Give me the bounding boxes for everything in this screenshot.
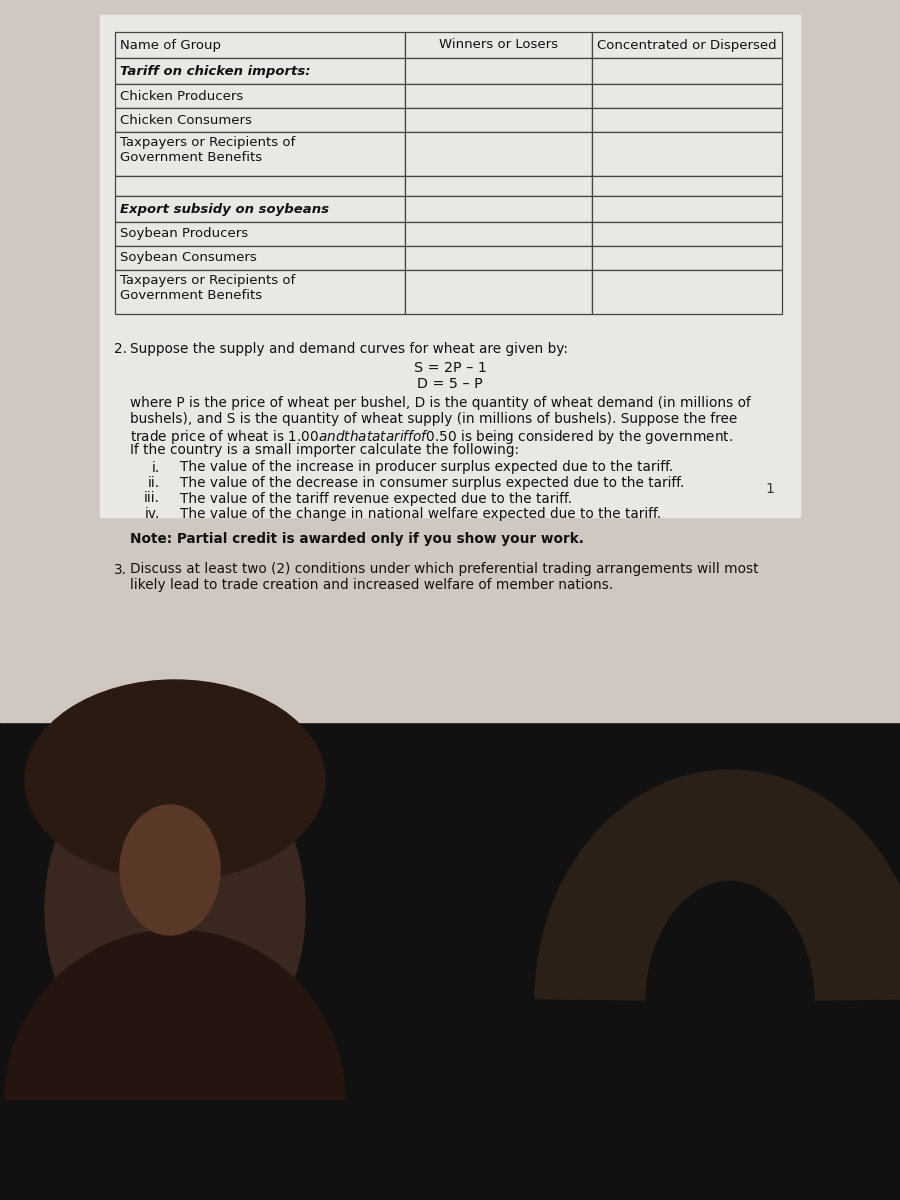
Text: The value of the decrease in consumer surplus expected due to the tariff.: The value of the decrease in consumer su… (180, 476, 684, 490)
Text: Discuss at least two (2) conditions under which preferential trading arrangement: Discuss at least two (2) conditions unde… (130, 563, 759, 576)
Bar (405, 222, 592, 246)
Ellipse shape (45, 740, 305, 1080)
Bar (115, 132, 405, 176)
Bar (592, 246, 782, 270)
Text: Note: Partial credit is awarded only if you show your work.: Note: Partial credit is awarded only if … (130, 533, 584, 546)
Ellipse shape (25, 680, 325, 880)
Bar (592, 84, 782, 108)
Text: Taxpayers or Recipients of: Taxpayers or Recipients of (120, 136, 295, 149)
Bar (0, 0, 900, 722)
Bar (405, 246, 592, 270)
Bar (592, 108, 782, 132)
Text: Government Benefits: Government Benefits (120, 151, 262, 164)
Text: Suppose the supply and demand curves for wheat are given by:: Suppose the supply and demand curves for… (130, 342, 568, 356)
Text: i.: i. (152, 461, 160, 474)
Text: Government Benefits: Government Benefits (120, 289, 262, 302)
Text: 3.: 3. (114, 563, 127, 576)
Bar (0, 722, 900, 1200)
Wedge shape (5, 930, 345, 1100)
Bar (115, 222, 405, 246)
Bar (592, 32, 782, 58)
Text: iii.: iii. (144, 492, 160, 505)
Text: If the country is a small importer calculate the following:: If the country is a small importer calcu… (130, 443, 519, 457)
Text: The value of the tariff revenue expected due to the tariff.: The value of the tariff revenue expected… (180, 492, 572, 505)
Text: iv.: iv. (145, 506, 160, 521)
Text: Soybean Producers: Soybean Producers (120, 228, 248, 240)
Text: 1: 1 (766, 482, 774, 496)
Bar (592, 176, 782, 196)
Bar (405, 108, 592, 132)
Text: ii.: ii. (148, 476, 160, 490)
Text: Tariff on chicken imports:: Tariff on chicken imports: (120, 65, 310, 78)
Text: Chicken Producers: Chicken Producers (120, 90, 243, 102)
Bar (405, 176, 592, 196)
Bar (115, 32, 405, 58)
Text: S = 2P – 1: S = 2P – 1 (413, 361, 487, 376)
Bar (115, 58, 405, 84)
Bar (405, 84, 592, 108)
Bar (592, 132, 782, 176)
Bar (592, 58, 782, 84)
Ellipse shape (120, 805, 220, 935)
Text: The value of the change in national welfare expected due to the tariff.: The value of the change in national welf… (180, 506, 662, 521)
Bar (405, 132, 592, 176)
Bar (592, 196, 782, 222)
Bar (405, 270, 592, 314)
Bar (115, 108, 405, 132)
Text: likely lead to trade creation and increased welfare of member nations.: likely lead to trade creation and increa… (130, 578, 613, 592)
Text: 2.: 2. (114, 342, 127, 356)
Text: The value of the increase in producer surplus expected due to the tariff.: The value of the increase in producer su… (180, 461, 673, 474)
Text: Soybean Consumers: Soybean Consumers (120, 252, 256, 264)
Bar (592, 270, 782, 314)
Bar (115, 84, 405, 108)
Text: Chicken Consumers: Chicken Consumers (120, 114, 252, 126)
Text: Export subsidy on soybeans: Export subsidy on soybeans (120, 203, 329, 216)
Bar (100, 14, 800, 517)
Text: Concentrated or Dispersed: Concentrated or Dispersed (597, 38, 777, 52)
Text: trade price of wheat is $1.00 and that a tariff of $0.50 is being considered by : trade price of wheat is $1.00 and that a… (130, 427, 734, 445)
Text: Name of Group: Name of Group (120, 38, 221, 52)
Bar (115, 270, 405, 314)
Bar (592, 222, 782, 246)
Bar (405, 58, 592, 84)
Text: Winners or Losers: Winners or Losers (439, 38, 558, 52)
Bar (115, 196, 405, 222)
Text: D = 5 – P: D = 5 – P (417, 377, 483, 391)
Text: where P is the price of wheat per bushel, D is the quantity of wheat demand (in : where P is the price of wheat per bushel… (130, 396, 751, 410)
Bar (115, 176, 405, 196)
Text: Taxpayers or Recipients of: Taxpayers or Recipients of (120, 274, 295, 287)
Bar (115, 246, 405, 270)
Text: bushels), and S is the quantity of wheat supply (in millions of bushels). Suppos: bushels), and S is the quantity of wheat… (130, 412, 737, 426)
Bar (405, 196, 592, 222)
Bar (405, 32, 592, 58)
